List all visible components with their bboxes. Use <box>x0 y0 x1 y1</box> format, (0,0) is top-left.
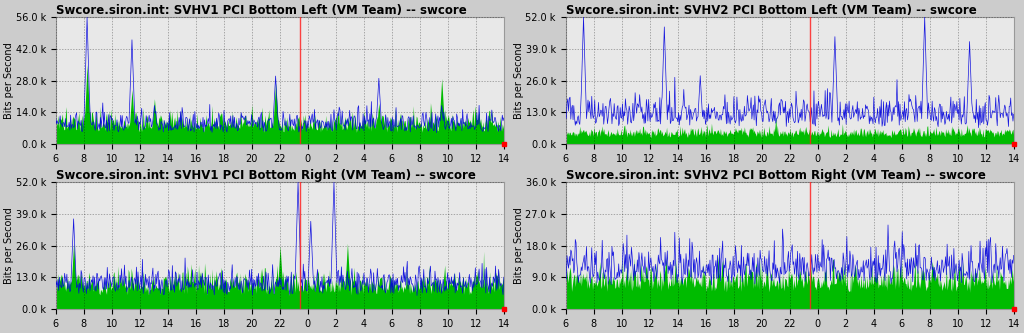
Text: Swcore.siron.int: SVHV1 PCI Bottom Left (VM Team) -- swcore: Swcore.siron.int: SVHV1 PCI Bottom Left … <box>55 4 466 17</box>
Text: Swcore.siron.int: SVHV2 PCI Bottom Right (VM Team) -- swcore: Swcore.siron.int: SVHV2 PCI Bottom Right… <box>565 169 985 182</box>
Text: Swcore.siron.int: SVHV1 PCI Bottom Right (VM Team) -- swcore: Swcore.siron.int: SVHV1 PCI Bottom Right… <box>55 169 475 182</box>
Text: Swcore.siron.int: SVHV2 PCI Bottom Left (VM Team) -- swcore: Swcore.siron.int: SVHV2 PCI Bottom Left … <box>565 4 976 17</box>
Y-axis label: Bits per Second: Bits per Second <box>4 42 14 119</box>
Y-axis label: Bits per Second: Bits per Second <box>4 207 14 284</box>
Y-axis label: Bits per Second: Bits per Second <box>514 42 524 119</box>
Y-axis label: Bits per Second: Bits per Second <box>514 207 524 284</box>
